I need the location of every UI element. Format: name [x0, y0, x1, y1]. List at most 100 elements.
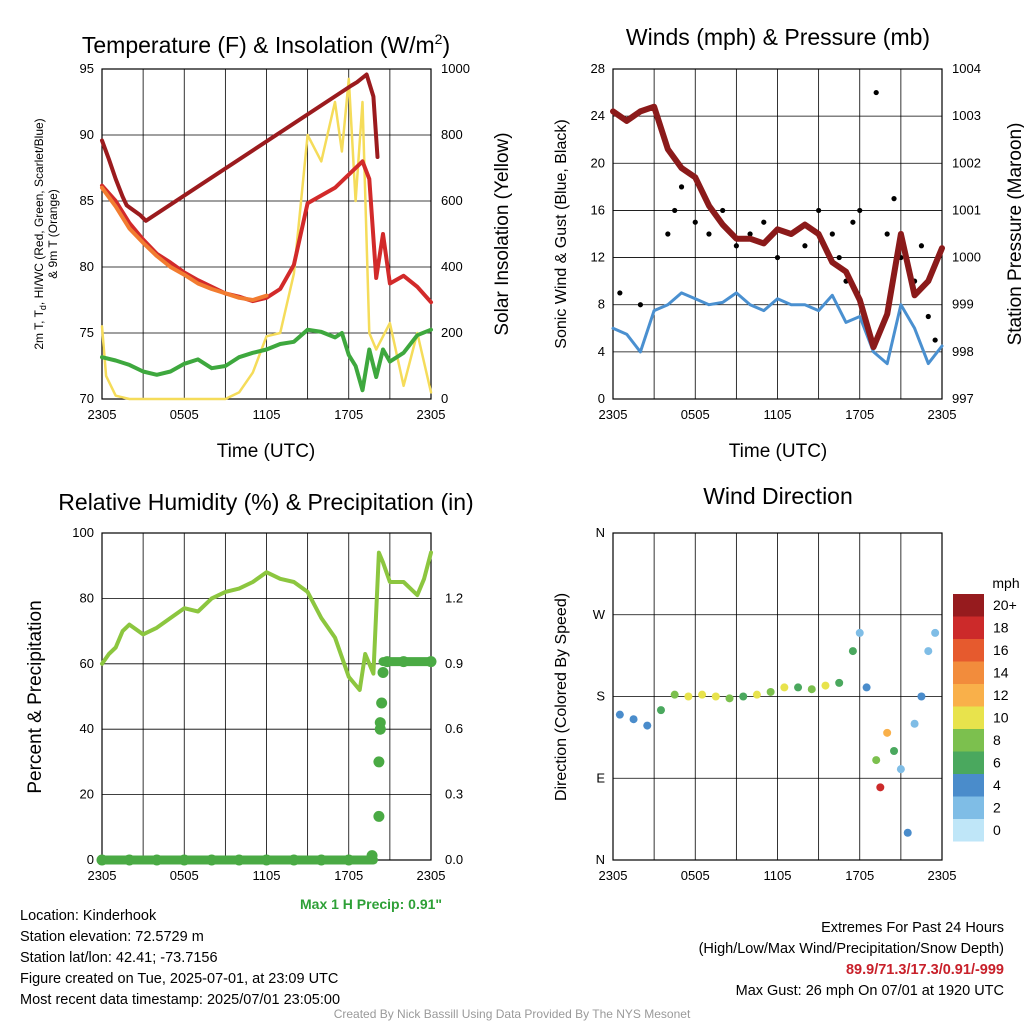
latlon-text: Station lat/lon: 42.41; -73.7156: [20, 950, 218, 966]
colorbar-label: 14: [993, 665, 1009, 681]
panel-3-xtick: 2305: [417, 868, 446, 883]
gust-point: [637, 302, 644, 308]
gust-point: [747, 231, 753, 237]
gust-point: [774, 254, 781, 261]
panel-3-ytick-left: 0: [87, 852, 94, 867]
colorbar-label: 20+: [993, 597, 1017, 613]
precip-point: [261, 854, 272, 866]
panel-1-xtick: 2305: [88, 407, 117, 422]
direction-point: [855, 628, 864, 637]
precip-point: [374, 717, 386, 729]
temp-ylabel-left: 2m T, Td, HI/WC (Red, Green, Scarlet/Blu…: [32, 118, 48, 349]
gust-point: [891, 196, 897, 202]
extremes-values: 89.9/71.3/17.3/0.91/-999: [845, 962, 1004, 978]
panel-1-ytick-right: 600: [441, 193, 463, 208]
direction-point: [656, 706, 665, 715]
gust-point: [816, 207, 822, 214]
colorbar-label: 2: [993, 800, 1001, 816]
wind-panel-title: Winds (mph) & Pressure (mb): [626, 24, 930, 50]
direction-point: [890, 747, 899, 755]
created-text: Figure created on Tue, 2025-07-01, at 23…: [20, 971, 339, 987]
gust-point: [836, 254, 842, 261]
credit-text: Created By Nick Bassill Using Data Provi…: [333, 1007, 691, 1021]
precip-point: [373, 756, 385, 768]
gust-point: [761, 219, 767, 225]
precip-point: [178, 854, 190, 866]
panel-1-xtick: 0505: [170, 407, 199, 422]
panel-1-ytick-right: 800: [441, 127, 463, 142]
max-precip-label: Max 1 H Precip: 0.91": [300, 896, 443, 912]
panel-4-xtick: 1705: [845, 868, 874, 883]
colorbar-swatch: [953, 729, 984, 752]
colorbar-label: 4: [993, 777, 1001, 793]
extremes-title: Extremes For Past 24 Hours: [821, 920, 1004, 936]
temp-series-2-line: [100, 185, 269, 302]
panel-3-ytick-left: 40: [80, 721, 94, 736]
panel-1-ytick-left: 95: [80, 61, 94, 76]
gust-point: [857, 207, 863, 214]
panel-1-ytick-left: 85: [80, 193, 94, 208]
panel-3-ytick-left: 60: [80, 656, 94, 671]
panel-2-ytick-left: 20: [591, 155, 605, 170]
direction-point: [780, 683, 789, 692]
panel-2-ytick-left: 4: [598, 344, 605, 359]
colorbar-label: 0: [993, 822, 1001, 838]
gust-point: [665, 231, 671, 237]
precip-point: [425, 656, 437, 668]
direction-point: [711, 692, 720, 701]
colorbar-swatch: [953, 751, 984, 774]
rh-panel-title: Relative Humidity (%) & Precipitation (i…: [58, 489, 473, 515]
direction-point: [684, 692, 693, 701]
panel-3-ytick-right: 1.2: [445, 590, 463, 605]
panel-3-ytick-right: 0.6: [445, 721, 463, 736]
panel-3-xtick: 1105: [253, 868, 281, 883]
direction-point: [739, 692, 748, 701]
panel-3-ytick-left: 80: [80, 590, 94, 605]
panel-2-xtick: 1105: [764, 407, 792, 422]
colorbar-swatch: [953, 639, 984, 662]
panel-1-ytick-right: 0: [441, 391, 448, 406]
panel-3-ytick-left: 100: [72, 525, 94, 540]
panel-1-ytick-left: 70: [80, 391, 94, 406]
temp-xlabel: Time (UTC): [217, 441, 316, 462]
gust-point: [829, 231, 835, 237]
colorbar-swatch: [953, 594, 984, 617]
panel-2-ytick-right: 1002: [952, 155, 981, 170]
precip-point: [96, 854, 108, 866]
direction-point: [615, 710, 624, 719]
panel-1-ytick-left: 75: [80, 325, 94, 340]
direction-point: [903, 828, 912, 837]
panel-4-xtick: 1105: [764, 868, 792, 883]
direction-point: [848, 647, 857, 656]
precip-point: [123, 854, 135, 866]
panel-4-xtick: 2305: [599, 868, 628, 883]
direction-point: [629, 715, 638, 724]
location-text: Location: Kinderhook: [20, 908, 157, 924]
direction-point: [643, 721, 652, 730]
panel-3-ytick-left: 20: [80, 787, 94, 802]
panel-4-xtick: 2305: [928, 868, 957, 883]
panel-2-ytick-left: 12: [591, 250, 605, 265]
panel-1-xtick: 2305: [417, 407, 446, 422]
direction-point: [670, 690, 679, 699]
wind-ylabel-left: Sonic Wind & Gust (Blue, Black): [553, 119, 570, 348]
panel-4-ytick-left: W: [593, 607, 606, 622]
panel-2-ytick-left: 24: [591, 108, 605, 123]
panel-2-xtick: 2305: [928, 407, 957, 422]
precip-point: [398, 656, 410, 668]
panel-2-ytick-right: 1004: [952, 61, 981, 76]
colorbar-swatch: [953, 819, 984, 842]
gust-point: [678, 184, 685, 190]
precip-point: [381, 656, 393, 668]
precip-point: [288, 854, 300, 866]
recent-text: Most recent data timestamp: 2025/07/01 2…: [20, 992, 341, 1008]
panel-2-ytick-right: 999: [952, 297, 974, 312]
panel-4-ytick-left: N: [596, 852, 605, 867]
panel-2-xtick: 2305: [599, 407, 628, 422]
colorbar-swatch: [953, 684, 984, 707]
temp-ylabel-right: Solar Insolation (Yellow): [492, 132, 513, 335]
wind-series-line: [611, 291, 944, 366]
precip-point: [343, 854, 355, 866]
colorbar-label: 8: [993, 732, 1001, 748]
